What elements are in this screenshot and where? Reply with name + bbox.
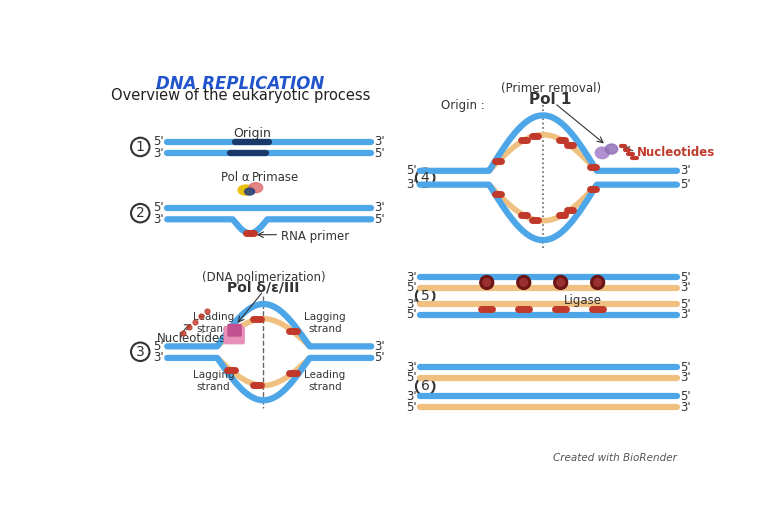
- Text: 3': 3': [406, 178, 417, 191]
- Text: 5: 5: [421, 289, 429, 303]
- Text: 6: 6: [421, 380, 429, 393]
- Text: 1: 1: [136, 140, 144, 154]
- Circle shape: [520, 279, 528, 286]
- Text: 3': 3': [154, 146, 164, 160]
- Text: 5': 5': [374, 146, 385, 160]
- Text: 5': 5': [680, 361, 690, 374]
- Text: 3': 3': [406, 270, 417, 284]
- Ellipse shape: [605, 144, 617, 154]
- Text: 5': 5': [406, 401, 417, 414]
- Circle shape: [554, 276, 568, 289]
- Text: 5': 5': [374, 213, 385, 226]
- Text: Pol 1: Pol 1: [529, 92, 572, 107]
- Text: 5': 5': [680, 270, 690, 284]
- Text: Primase: Primase: [251, 171, 299, 184]
- Text: 5': 5': [680, 390, 690, 403]
- Text: Overview of the eukaryotic process: Overview of the eukaryotic process: [111, 88, 370, 103]
- Text: 5': 5': [154, 340, 164, 353]
- Text: DNA REPLICATION: DNA REPLICATION: [156, 75, 325, 92]
- Text: 3: 3: [136, 345, 144, 359]
- Text: 5': 5': [406, 281, 417, 295]
- Text: 5': 5': [680, 178, 690, 191]
- Text: Lagging
strand: Lagging strand: [304, 312, 346, 334]
- Circle shape: [557, 279, 564, 286]
- Text: 3': 3': [406, 298, 417, 310]
- Text: 3': 3': [680, 281, 690, 295]
- Circle shape: [517, 276, 531, 289]
- Text: 3': 3': [406, 390, 417, 403]
- Circle shape: [591, 276, 604, 289]
- Text: 5': 5': [406, 308, 417, 321]
- Text: 3': 3': [680, 401, 690, 414]
- Ellipse shape: [595, 147, 609, 159]
- Text: Nucleotides: Nucleotides: [637, 145, 715, 159]
- Text: Origin: Origin: [233, 128, 271, 140]
- Text: 5': 5': [406, 371, 417, 384]
- Text: 3': 3': [154, 213, 164, 226]
- Circle shape: [594, 279, 601, 286]
- Text: Created with BioRender: Created with BioRender: [553, 453, 677, 463]
- Text: 4: 4: [421, 171, 429, 185]
- Text: 2: 2: [136, 206, 144, 220]
- FancyBboxPatch shape: [228, 324, 241, 336]
- Text: 3': 3': [406, 361, 417, 374]
- Text: (Primer removal): (Primer removal): [501, 82, 601, 95]
- Text: Pol δ/ε/III: Pol δ/ε/III: [227, 281, 300, 295]
- Text: RNA primer: RNA primer: [281, 230, 349, 243]
- Text: Lagging
strand: Lagging strand: [193, 370, 234, 392]
- FancyBboxPatch shape: [224, 327, 244, 344]
- Text: 5': 5': [406, 164, 417, 177]
- Text: 5': 5': [680, 298, 690, 310]
- Text: 3': 3': [374, 201, 385, 214]
- Text: 3': 3': [680, 164, 690, 177]
- Text: 3': 3': [680, 371, 690, 384]
- Text: Origin :: Origin :: [442, 99, 485, 112]
- Circle shape: [483, 279, 491, 286]
- Text: Leading
strand: Leading strand: [304, 370, 346, 392]
- Text: 5': 5': [374, 351, 385, 364]
- Circle shape: [480, 276, 494, 289]
- Text: Ligase: Ligase: [564, 293, 602, 307]
- Text: (DNA polimerization): (DNA polimerization): [202, 270, 326, 284]
- Ellipse shape: [238, 185, 253, 195]
- Ellipse shape: [244, 188, 255, 195]
- Text: 3': 3': [680, 308, 690, 321]
- Text: 3': 3': [374, 135, 385, 148]
- Text: Nucleotides: Nucleotides: [157, 332, 227, 345]
- Text: 5': 5': [154, 201, 164, 214]
- Text: 3': 3': [374, 340, 385, 353]
- Text: 3': 3': [154, 351, 164, 364]
- Text: Leading
strand: Leading strand: [193, 312, 234, 334]
- Text: 5': 5': [154, 135, 164, 148]
- Ellipse shape: [249, 183, 263, 193]
- Text: Pol α: Pol α: [220, 171, 250, 184]
